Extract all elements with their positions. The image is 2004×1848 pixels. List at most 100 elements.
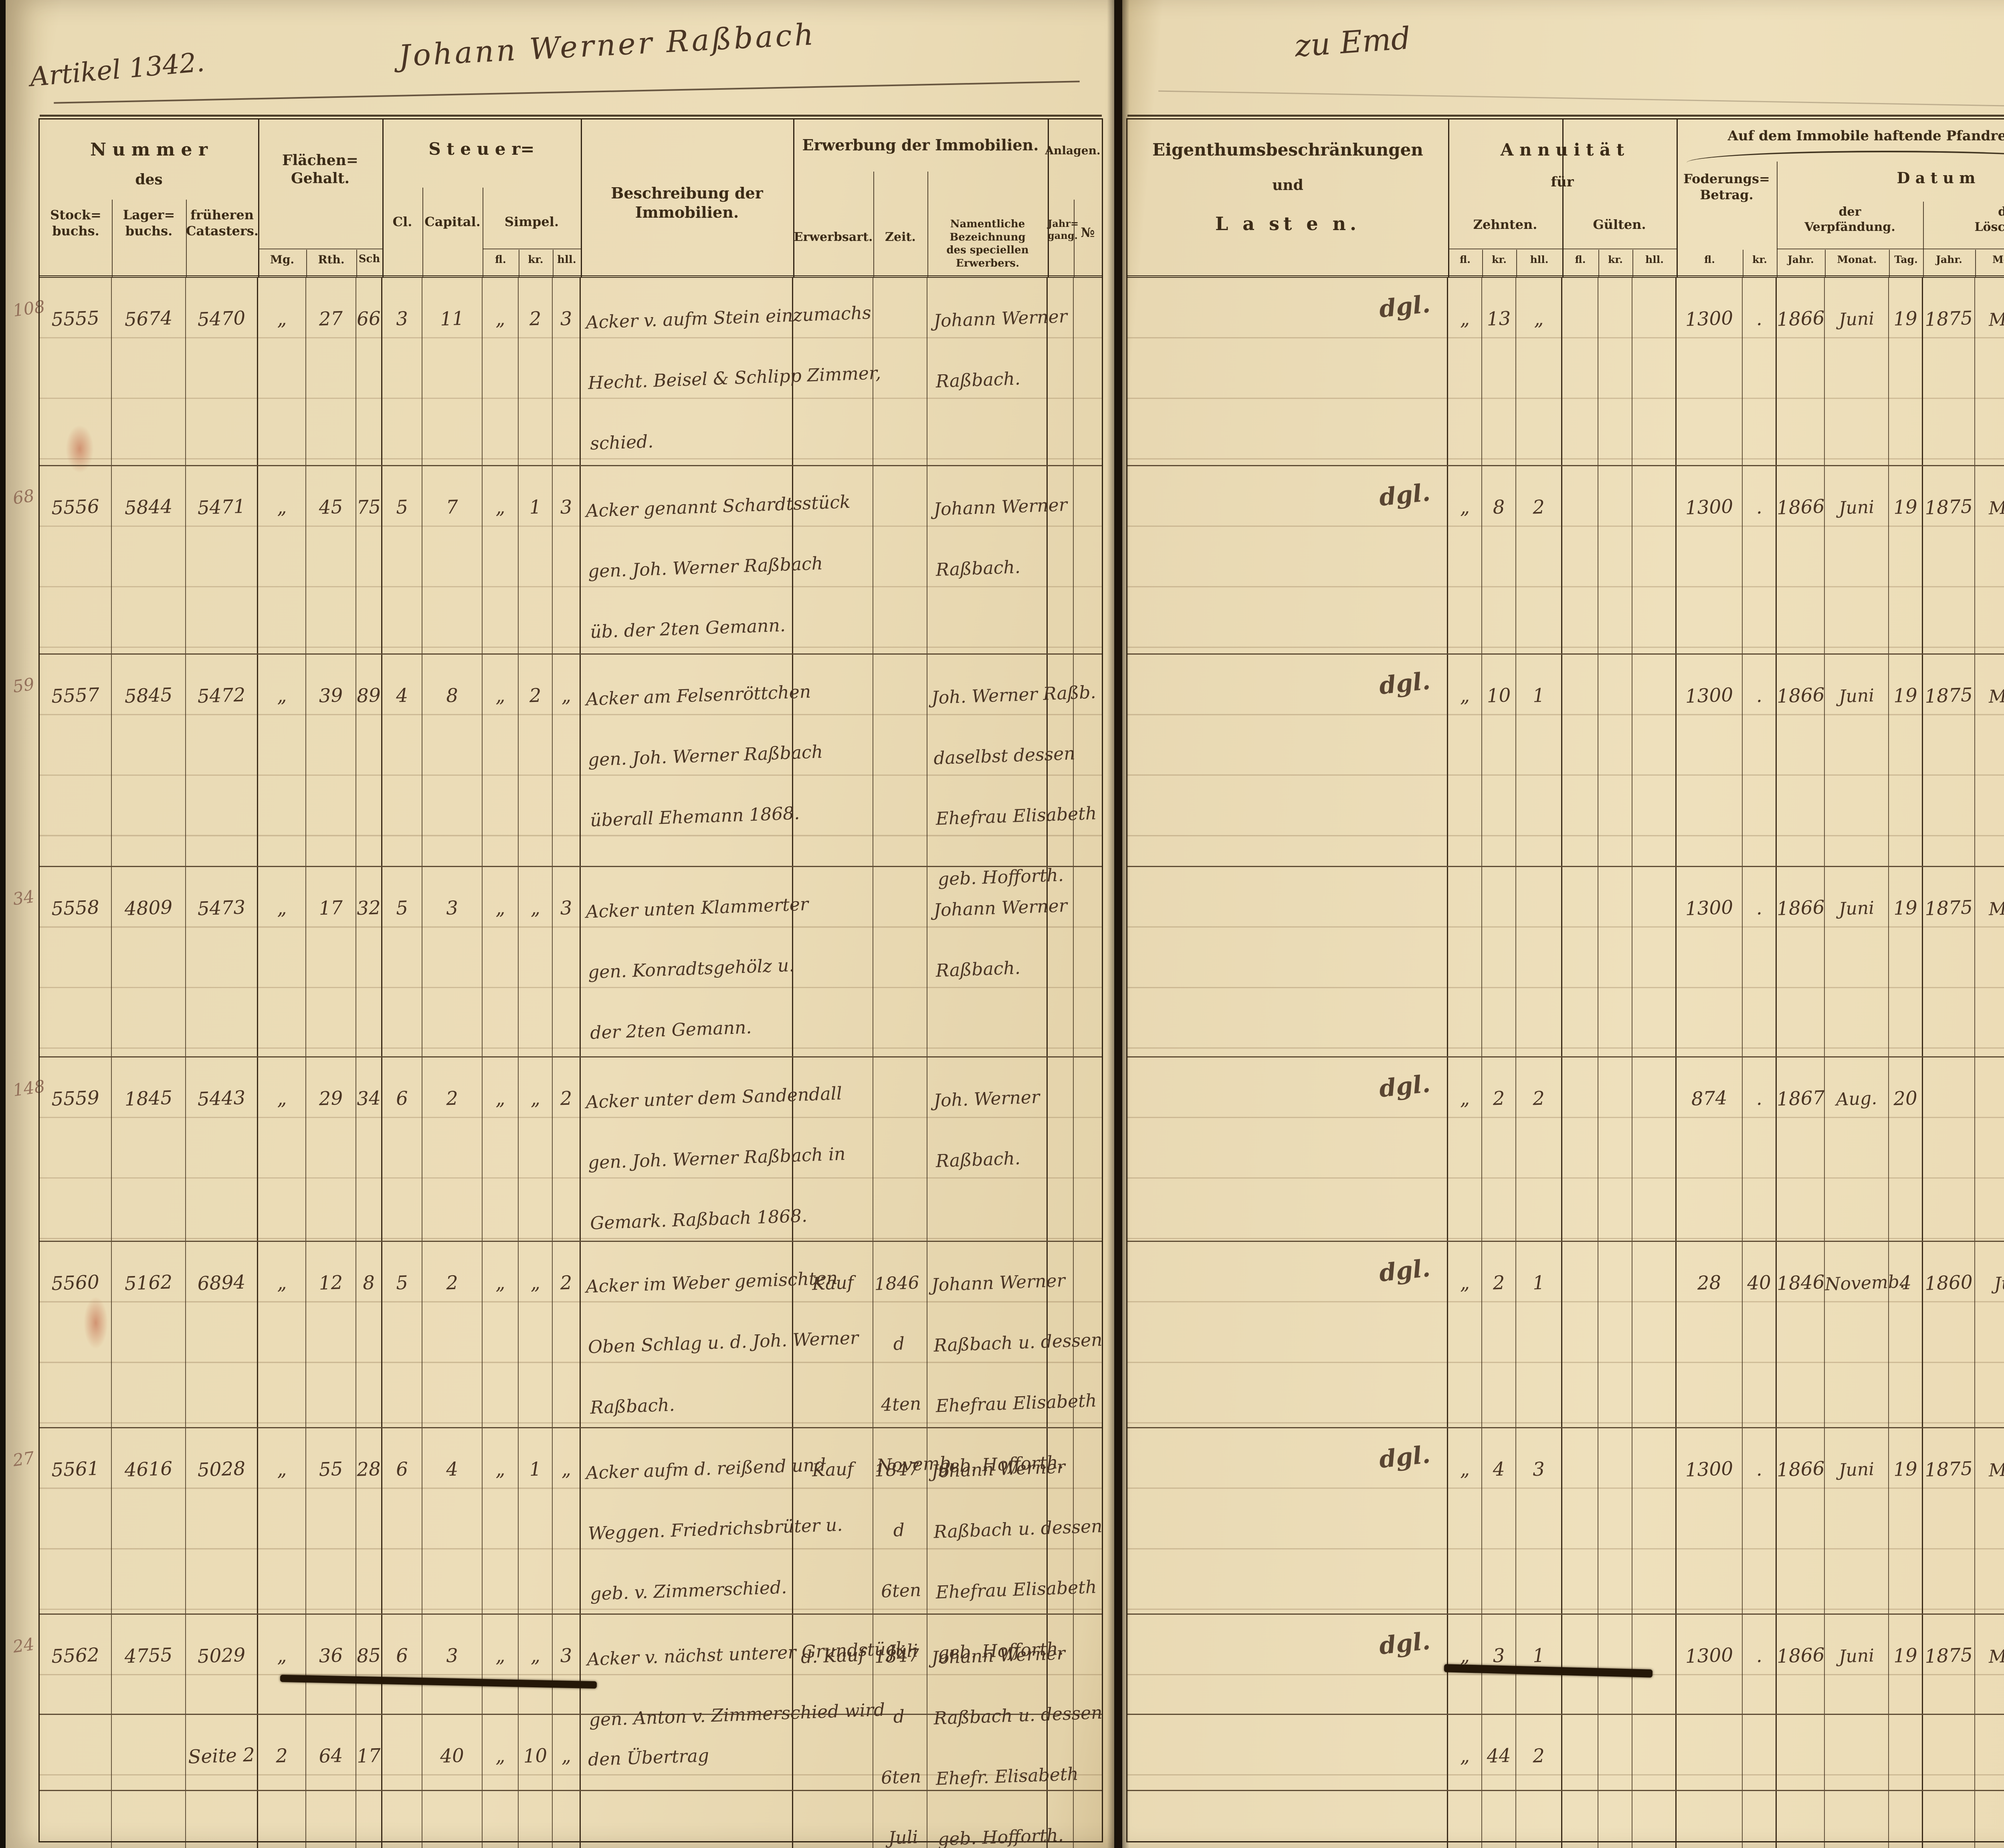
handwritten-cap: 4 bbox=[446, 1458, 459, 1481]
col-zehnten: Zehnten. bbox=[1473, 217, 1537, 232]
cell-zfl: „ bbox=[1448, 1428, 1482, 1613]
right-total-row-1: „ 44 2 bbox=[1127, 1715, 2004, 1791]
right-table-header: Eigenthumsbeschränkungen und L a st e n.… bbox=[1127, 115, 2004, 278]
cell-lager: 5845 bbox=[112, 655, 186, 866]
handwritten-lasten: dgl. bbox=[1378, 667, 1432, 700]
right-table: Eigenthumsbeschränkungen und L a st e n.… bbox=[1126, 115, 2004, 1848]
cell-lager: 5674 bbox=[112, 278, 186, 465]
handwritten-lasten: dgl. bbox=[1378, 1070, 1432, 1103]
cell-lager: 4755 bbox=[112, 1615, 186, 1714]
cell-zfl: „ bbox=[1448, 1057, 1482, 1241]
cell-beschr: Acker am Felsenröttchen gen. Joh. Werner … bbox=[581, 655, 823, 866]
handwritten-zkr: 2 bbox=[1492, 1272, 1505, 1294]
cell-vj: 1866 bbox=[1776, 655, 1825, 866]
handwritten-rth: 45 bbox=[318, 495, 343, 519]
handwritten-cap: 8 bbox=[446, 684, 459, 707]
handwritten-shll: 3 bbox=[560, 897, 573, 920]
col-foderung: Foderungs= Betrag. bbox=[1683, 171, 1770, 202]
cell-cat: 5472 bbox=[186, 655, 258, 866]
handwritten-skr: „ bbox=[530, 1272, 541, 1294]
cell-zfl: „ bbox=[1448, 1715, 1482, 1790]
handwritten-cat: 5029 bbox=[197, 1644, 246, 1668]
cell-vm: Juni bbox=[1825, 867, 1889, 1056]
cell-mg bbox=[258, 1791, 306, 1848]
cell-vt: 19 bbox=[1889, 278, 1923, 465]
right-row-4: 1300.1866Juni191875März19.In 1883 ab an … bbox=[1127, 867, 2004, 1057]
handwritten-sfl: „ bbox=[495, 307, 506, 330]
handwritten-lm: März bbox=[1988, 497, 2004, 519]
handwritten-shll: 2 bbox=[560, 1272, 573, 1294]
cell-erwart bbox=[793, 655, 873, 866]
cell-sch: 17 bbox=[356, 1715, 382, 1790]
cell-ghll bbox=[1632, 1057, 1677, 1241]
col-g-fl: fl. bbox=[1575, 254, 1586, 265]
left-row-3: 5557 5845 5472 „ 39 89 4 8 „ 2 „ Acker am Felsenröt… bbox=[40, 655, 1102, 890]
cell-mg: „ bbox=[258, 1057, 306, 1241]
handwritten-lasten: dgl. bbox=[1378, 1440, 1432, 1474]
cell-zeit bbox=[873, 1715, 927, 1790]
cell-rth: 55 bbox=[306, 1428, 356, 1613]
cell-erw: Johann Werner Raßbach u. dessen Ehefrau El… bbox=[927, 1428, 1103, 1663]
col-verpfaendung: der Verpfändung. bbox=[1804, 205, 1895, 234]
cell-sfl: „ bbox=[483, 655, 519, 866]
cell-zkr: 2 bbox=[1482, 1057, 1516, 1241]
cell-ghll bbox=[1632, 1715, 1677, 1790]
handwritten-mg: „ bbox=[276, 307, 287, 330]
handwritten-stock: 5556 bbox=[51, 495, 100, 520]
cell-rth: 64 bbox=[306, 1715, 356, 1790]
handwritten-skr: 1 bbox=[529, 1458, 542, 1481]
col-anlagen: Anlagen. bbox=[1045, 144, 1101, 157]
col-z-kr: kr. bbox=[1492, 254, 1507, 265]
cell-no bbox=[1074, 655, 1102, 866]
handwritten-beschr: den Übertrag bbox=[588, 1745, 709, 1770]
cell-skr: 2 bbox=[519, 655, 553, 866]
col-f-kr: kr. bbox=[1752, 254, 1767, 265]
col-capital: Capital. bbox=[424, 214, 481, 229]
left-total-row-2 bbox=[40, 1791, 1102, 1848]
cell-shll: 3 bbox=[553, 466, 581, 653]
cell-sch: 28 bbox=[356, 1428, 382, 1613]
cell-zeit bbox=[873, 1057, 927, 1241]
cell-cap: 3 bbox=[422, 1615, 483, 1714]
handwritten-zfl: „ bbox=[1459, 1087, 1470, 1110]
col-no: № bbox=[1081, 225, 1095, 240]
handwritten-beschr: Acker v. aufm Stein einzumachs Hecht. Bei… bbox=[585, 302, 881, 454]
cell-fkr: . bbox=[1743, 466, 1777, 653]
handwritten-zhll: 1 bbox=[1532, 684, 1545, 707]
handwritten-ffl: 28 bbox=[1697, 1271, 1722, 1295]
cell-zfl: „ bbox=[1448, 655, 1482, 866]
cell-jg bbox=[1048, 1428, 1074, 1613]
cell-sfl: „ bbox=[483, 278, 519, 465]
handwritten-sfl: „ bbox=[495, 897, 506, 920]
cell-lasten: dgl. bbox=[1127, 1242, 1448, 1427]
cell-ghll bbox=[1632, 1242, 1677, 1427]
handwritten-fkr: . bbox=[1756, 307, 1763, 330]
handwritten-sfl: „ bbox=[495, 684, 506, 707]
handwritten-zhll: 2 bbox=[1532, 1087, 1545, 1110]
cell-sfl: „ bbox=[483, 867, 519, 1056]
cell-cat: 5029 bbox=[186, 1615, 258, 1714]
cell-cap: 2 bbox=[422, 1057, 483, 1241]
cell-lm bbox=[1975, 1791, 2004, 1848]
cell-rth: 45 bbox=[306, 466, 356, 653]
left-row-5: 5559 1845 5443 „ 29 34 6 2 „ „ 2 Acker unter dem Sa… bbox=[40, 1057, 1102, 1242]
cell-shll: „ bbox=[553, 655, 581, 866]
cell-zfl: „ bbox=[1448, 466, 1482, 653]
handwritten-cat: 5470 bbox=[197, 307, 246, 331]
handwritten-mg: „ bbox=[276, 684, 287, 707]
handwritten-vt: 19 bbox=[1893, 495, 1918, 519]
left-row-7: 5561 4616 5028 „ 55 28 6 4 „ 1 „ Acker aufm d. reiß… bbox=[40, 1428, 1103, 1663]
handwritten-lj: 1860 bbox=[1924, 1271, 1973, 1295]
handwritten-lager: 5162 bbox=[124, 1271, 173, 1295]
cell-shll: 3 bbox=[553, 278, 581, 465]
handwritten-stock: 5557 bbox=[51, 683, 100, 708]
handwritten-skr: „ bbox=[530, 1087, 541, 1110]
cell-stock: 5561 bbox=[40, 1428, 112, 1613]
cell-rth bbox=[306, 1791, 356, 1848]
cell-vj: 1866 bbox=[1776, 466, 1825, 653]
handwritten-erwart: d. Kauf bbox=[800, 1645, 865, 1668]
cell-cl: 5 bbox=[382, 466, 422, 653]
cell-skr: „ bbox=[519, 1242, 553, 1427]
cell-erw: Joh. Werner Raßb. daselbst dessen Ehefrau … bbox=[927, 655, 1097, 890]
